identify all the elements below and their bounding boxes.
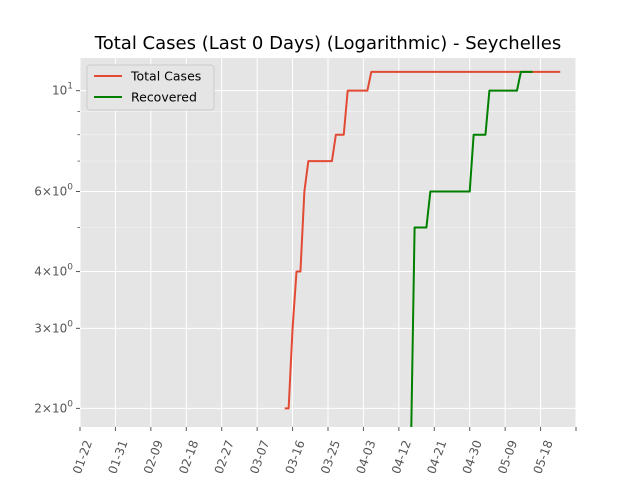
legend-label-recovered: Recovered <box>131 90 197 105</box>
legend: Total Cases Recovered <box>86 64 215 111</box>
y-tick-label: 6×100 <box>34 183 73 199</box>
x-tick-label: 02-27 <box>212 438 237 476</box>
x-tick-label: 04-21 <box>424 438 449 476</box>
grid <box>79 58 577 427</box>
x-axis: 01-22 01-31 02-09 02-18 02-27 03-07 03-16 03-25… <box>70 427 577 476</box>
y-tick-label: 3×100 <box>34 319 73 335</box>
x-tick-label: 02-18 <box>176 438 201 476</box>
series-layer <box>284 70 561 427</box>
x-tick-label: 03-07 <box>247 438 272 476</box>
series-line-total-cases <box>284 70 561 410</box>
x-tick-label: 05-09 <box>495 438 520 476</box>
x-tick-label: 03-25 <box>318 438 343 476</box>
x-tick-label: 03-16 <box>283 438 308 476</box>
x-tick-label: 05-18 <box>531 438 556 476</box>
series-line-recovered <box>410 70 533 427</box>
x-tick-label: 04-30 <box>460 438 485 476</box>
chart-title: Total Cases (Last 0 Days) (Logarithmic) … <box>94 33 561 54</box>
legend-label-total-cases: Total Cases <box>130 69 201 84</box>
x-tick-label: 04-12 <box>389 438 414 476</box>
y-axis: 2×100 3×100 4×100 6×100 101 <box>34 82 80 415</box>
y-tick-label: 101 <box>52 82 73 98</box>
x-tick-label: 04-03 <box>353 438 378 476</box>
y-tick-label: 2×100 <box>34 399 73 415</box>
x-tick-label: 02-09 <box>141 438 166 476</box>
x-tick-label: 01-31 <box>105 438 130 476</box>
y-tick-label: 4×100 <box>34 263 73 279</box>
x-tick-label: 01-22 <box>70 438 95 476</box>
